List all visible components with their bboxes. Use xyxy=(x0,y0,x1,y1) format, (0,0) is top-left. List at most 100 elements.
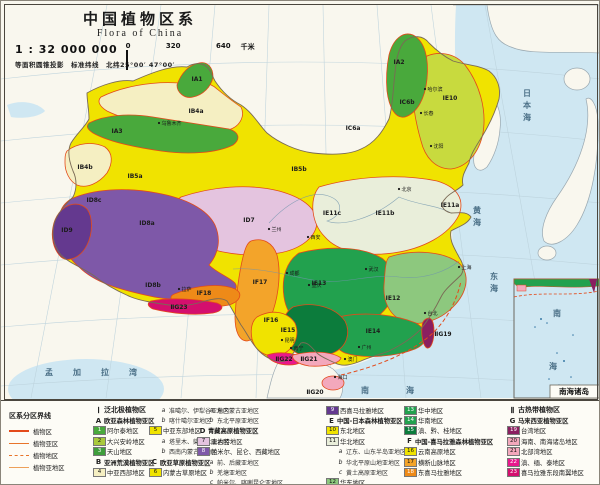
legend-item: A 欧亚森林植物亚区 xyxy=(93,415,155,426)
legend-key: c xyxy=(209,479,214,485)
legend-item-label: 滇、黔、桂地区 xyxy=(418,428,463,436)
region-code-label: ⅠE15 xyxy=(281,327,296,334)
city-dot xyxy=(397,187,401,191)
city-label: 乌鲁木齐 xyxy=(162,120,182,127)
legend-item-label: 东喜马拉雅地区 xyxy=(418,470,463,478)
legend-column: a准噶尔、伊犁谷亚地区b喀什噶尔亚地区5中亚东部地区a塔里木、柴达木亚地区b西南… xyxy=(149,405,229,478)
city-label: 台北 xyxy=(428,310,438,317)
region-code-label: ⅠD8a xyxy=(139,220,154,227)
city-dot xyxy=(419,111,423,115)
legend-boundary-item: 植物亚区 xyxy=(9,437,64,449)
region-code-label: ⅡG22 xyxy=(275,356,292,363)
boundary-line-sample xyxy=(9,466,29,468)
legend-color-swatch: 20 xyxy=(507,436,520,446)
legend-color-swatch: 22 xyxy=(507,457,520,467)
legend-item-label: 内蒙古草原地区 xyxy=(163,470,208,478)
legend-color-swatch: 1 xyxy=(93,426,106,436)
region-code-label: ⅡG19 xyxy=(434,331,451,338)
city-dot xyxy=(267,227,271,231)
legend-item: b 喀什噶尔亚地区 xyxy=(149,415,229,425)
boundary-line-sample xyxy=(9,454,29,456)
region-ID9 xyxy=(51,203,92,260)
legend-item: b 华北平原山地亚地区 xyxy=(326,457,406,467)
legend-item: 6 内蒙古草原地区 xyxy=(149,467,229,478)
city-dot xyxy=(177,287,181,291)
legend-color-swatch: 8 xyxy=(197,447,210,457)
city-label: 海口 xyxy=(338,374,348,381)
legend-color-swatch: 5 xyxy=(149,426,162,436)
legend-boundary-column: 区系分区界线 植物区 植物亚区 植物地区 植物亚地区 xyxy=(9,405,64,473)
region-code-label: ⅠC6a xyxy=(346,125,361,132)
china-outline xyxy=(52,36,500,366)
legend-key: b xyxy=(338,458,343,466)
legend-item: E 中国-日本森林植物亚区 xyxy=(326,415,406,426)
region-code-label: ⅠB4a xyxy=(188,108,203,115)
legend-item-label: 古热带植物区 xyxy=(518,406,560,415)
foreign-land xyxy=(266,4,599,399)
region-code-label: ⅠB5a xyxy=(127,173,142,180)
legend-item: a 前、后藏亚地区 xyxy=(197,457,283,467)
region-code-label: ⅠE11c xyxy=(323,210,342,217)
region-code-label: ⅠF16 xyxy=(264,317,279,324)
legend-item: 1 阿尔泰地区 xyxy=(93,426,154,436)
rivers xyxy=(232,194,460,282)
legend-item-label: 阿尔泰地区 xyxy=(107,428,139,436)
region-code-label: ⅡG20 xyxy=(306,389,323,396)
legend-boundary-item: 植物区 xyxy=(9,425,64,437)
legend-item: a 辽东、山东半岛亚地区 xyxy=(326,447,406,457)
legend-item: 14 华南地区 xyxy=(404,415,493,426)
city-label: 沈阳 xyxy=(434,143,444,150)
legend-key: b xyxy=(161,448,166,456)
legend-item: F 中国-喜马拉雅森林植物亚区 xyxy=(404,436,493,446)
legend-item-label: 海南、南海诸岛地区 xyxy=(521,438,578,446)
legend-item-label: 中国-日本森林植物亚区 xyxy=(337,418,403,426)
sea-label: 日本海 xyxy=(522,89,531,122)
scale-bar-unit: 千米 xyxy=(240,43,255,51)
region-IIG21 xyxy=(292,351,342,367)
legend-color-swatch: 17 xyxy=(404,457,417,467)
legend-item-label: 前、后藏亚地区 xyxy=(217,459,260,467)
region-IIG19-taiwan xyxy=(421,317,435,349)
legend-item: 17 横断山脉地区 xyxy=(404,457,493,467)
hokkaido-island xyxy=(563,67,591,91)
legend-key: Ⅱ xyxy=(510,405,515,415)
city-label: 哈尔滨 xyxy=(428,86,443,93)
sea-label: 海 xyxy=(549,361,557,371)
city-dot xyxy=(280,338,284,342)
legend-item: b 羌塘亚地区 xyxy=(197,467,283,477)
city-label: 昆明 xyxy=(285,338,295,344)
legend-item-label: 中国-喜马拉雅森林植物亚区 xyxy=(415,438,494,446)
legend-item: 7 唐古特地区 xyxy=(197,436,283,446)
legend-column: Ⅰ 泛北极植物区 A 欧亚森林植物亚区 1 阿尔泰地区 2 大兴安岭地区 3 天山地区 B 亚洲荒漠植… xyxy=(93,405,154,478)
region-code-label: ⅠE12 xyxy=(386,295,401,302)
legend-color-swatch: 3 xyxy=(93,447,106,457)
legend-color-swatch: 19 xyxy=(507,426,520,436)
projection-note: 等面积圆锥投影 标准纬线 北纬25°00′ 47°00′ xyxy=(15,61,175,69)
inset-mainland-strip xyxy=(513,278,599,288)
region-code-label: ⅠB4b xyxy=(77,164,93,171)
boundary-line-sample xyxy=(9,442,29,444)
scale-bar-start: 0 xyxy=(125,42,131,50)
legend-item-label: 辽东、山东半岛亚地区 xyxy=(346,449,407,457)
legend-key: F xyxy=(407,437,412,446)
legend-item: b 东北平原亚地区 xyxy=(197,415,283,425)
city-label: 北京 xyxy=(402,186,412,193)
yangtze-river xyxy=(232,260,460,282)
region-code-label: ⅠE13 xyxy=(312,280,327,287)
legend-color-swatch: 11 xyxy=(326,436,339,446)
inset-label: 南海诸岛 xyxy=(559,386,589,396)
legend-item-label: 东内蒙古亚地区 xyxy=(217,407,260,415)
legend-item-label: 华北平原山地亚地区 xyxy=(346,459,401,467)
legend-key: D xyxy=(199,426,206,435)
legend-item-label: 中亚东部地区 xyxy=(163,428,201,436)
legend-key: a xyxy=(161,406,166,414)
city-dot xyxy=(423,87,427,91)
legend-color-swatch: 23 xyxy=(507,468,520,478)
legend-item-label: 马来西亚植物亚区 xyxy=(518,418,569,426)
legend-item: 15 滇、黔、桂地区 xyxy=(404,426,493,436)
city-label: 南宁 xyxy=(294,345,304,352)
legend-item-label: 东北地区 xyxy=(340,428,366,436)
map-title-english: Flora of China xyxy=(96,28,184,39)
